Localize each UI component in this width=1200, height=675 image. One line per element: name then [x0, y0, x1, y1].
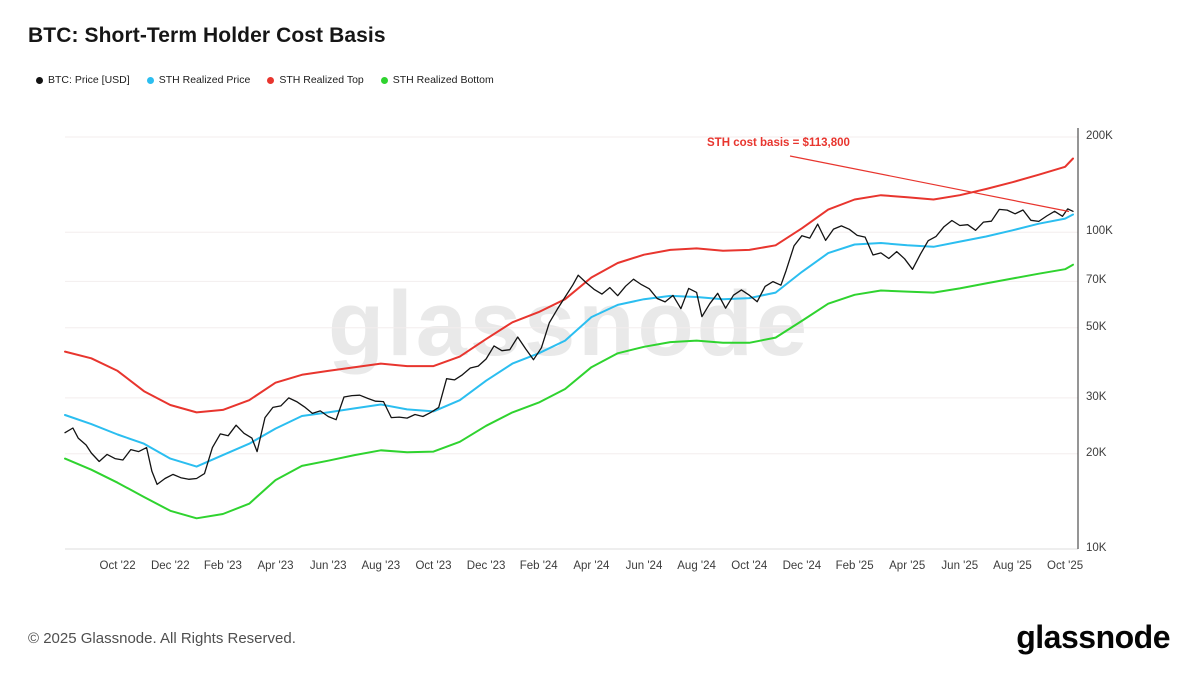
page-title: BTC: Short-Term Holder Cost Basis	[28, 24, 386, 47]
chart-legend: BTC: Price [USD] STH Realized Price STH …	[36, 74, 494, 86]
legend-dot-sth-realized-bottom-icon	[380, 76, 388, 84]
sth-cost-basis-annotation: STH cost basis = $113,800	[707, 137, 850, 149]
legend-label-btc-price: BTC: Price [USD]	[48, 74, 130, 86]
legend-item-sth-realized-top[interactable]: STH Realized Top	[267, 74, 364, 86]
annotation-pointer-line	[789, 155, 1070, 213]
legend-dot-sth-realized-top-icon	[267, 76, 275, 84]
legend-dot-btc-price-icon	[36, 76, 43, 84]
legend-item-sth-realized-price[interactable]: STH Realized Price	[146, 74, 251, 86]
legend-label-sth-realized-bottom: STH Realized Bottom	[392, 74, 494, 86]
legend-label-sth-realized-price: STH Realized Price	[158, 74, 251, 86]
legend-item-btc-price[interactable]: BTC: Price [USD]	[36, 74, 130, 86]
series-sth-realized-price-line	[64, 213, 1074, 468]
legend-item-sth-realized-bottom[interactable]: STH Realized Bottom	[380, 74, 494, 86]
glassnode-watermark: glassnode	[327, 273, 810, 375]
series-sth-realized-top-line	[64, 157, 1074, 414]
copyright-text: © 2025 Glassnode. All Rights Reserved.	[28, 630, 296, 647]
legend-dot-sth-realized-price-icon	[146, 76, 154, 84]
glassnode-logo: glassnode	[1016, 619, 1170, 655]
series-btc-price-usd-line	[64, 208, 1074, 486]
series-sth-realized-bottom-line	[64, 263, 1074, 520]
legend-label-sth-realized-top: STH Realized Top	[279, 74, 364, 86]
